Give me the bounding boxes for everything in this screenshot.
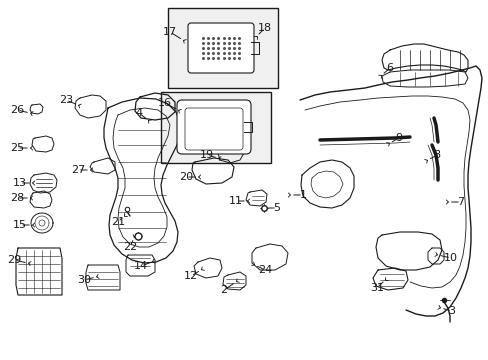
Text: 10: 10 [443,253,457,263]
Text: 12: 12 [183,271,198,281]
Text: 6: 6 [386,63,393,73]
Text: 15: 15 [13,220,27,230]
Text: 22: 22 [122,242,137,252]
Text: 30: 30 [77,275,91,285]
Text: 11: 11 [228,196,243,206]
Text: 31: 31 [369,283,383,293]
Text: 1: 1 [299,190,306,200]
Text: 18: 18 [257,23,271,33]
Text: 14: 14 [134,261,148,271]
Text: 17: 17 [163,27,177,37]
Text: 27: 27 [71,165,85,175]
Text: 28: 28 [10,193,24,203]
Text: 13: 13 [13,178,27,188]
Bar [161,92,270,163]
FancyBboxPatch shape [187,23,253,73]
Text: 29: 29 [7,255,21,265]
Text: 2: 2 [220,285,227,295]
Text: 26: 26 [10,105,24,115]
Text: 20: 20 [179,172,193,182]
Text: 23: 23 [59,95,73,105]
Text: 25: 25 [10,143,24,153]
Text: 16: 16 [158,98,172,108]
FancyBboxPatch shape [177,100,250,154]
Bar [168,8,278,88]
Text: 9: 9 [395,133,402,143]
Text: 8: 8 [432,150,440,160]
Text: 7: 7 [456,197,464,207]
Text: 24: 24 [257,265,271,275]
Text: 4: 4 [135,108,142,118]
Text: 3: 3 [447,306,454,316]
Text: 21: 21 [111,217,125,227]
Text: 19: 19 [200,150,214,160]
Text: 5: 5 [273,203,280,213]
